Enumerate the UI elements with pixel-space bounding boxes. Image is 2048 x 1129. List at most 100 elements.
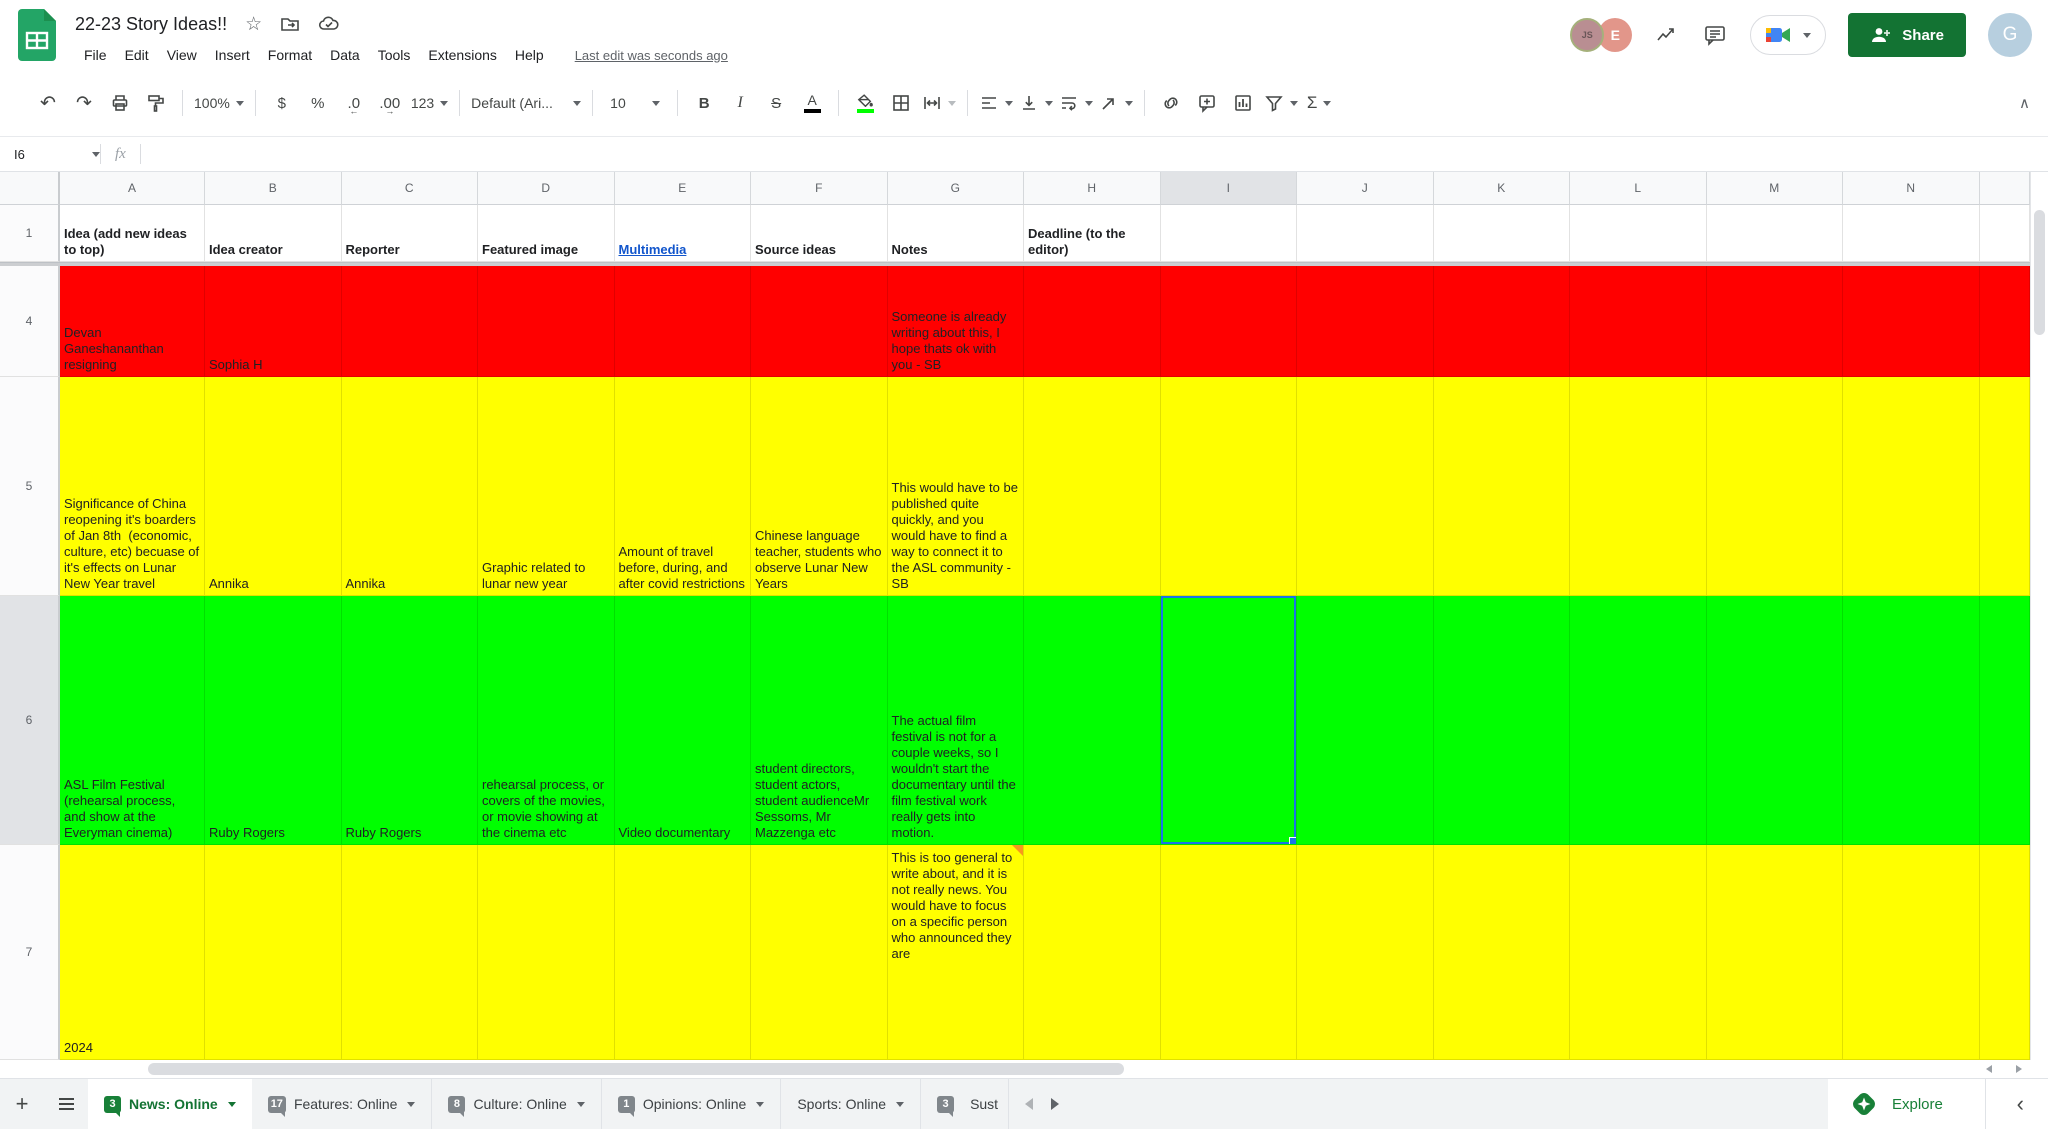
menu-extensions[interactable]: Extensions: [428, 47, 497, 63]
cell[interactable]: [1297, 205, 1434, 262]
cell-E6[interactable]: Video documentary: [614, 596, 751, 845]
column-header-B[interactable]: B: [205, 172, 342, 205]
comment-history-icon[interactable]: [1702, 23, 1728, 47]
tab-menu-caret-icon[interactable]: [896, 1101, 905, 1107]
cell[interactable]: [1160, 266, 1297, 377]
cell[interactable]: [205, 845, 342, 1060]
share-button[interactable]: Share: [1848, 13, 1966, 57]
cell[interactable]: [1297, 377, 1434, 596]
borders-button[interactable]: [886, 88, 916, 118]
column-header-K[interactable]: K: [1433, 172, 1570, 205]
cell[interactable]: [1570, 377, 1707, 596]
move-folder-icon[interactable]: [280, 14, 300, 34]
cell[interactable]: [1433, 845, 1570, 1060]
cell[interactable]: [1160, 845, 1297, 1060]
cell-G1[interactable]: Notes: [887, 205, 1024, 262]
cell[interactable]: [1297, 596, 1434, 845]
cell[interactable]: [614, 845, 751, 1060]
explore-button[interactable]: Explore: [1892, 1095, 1943, 1113]
italic-button[interactable]: I: [737, 94, 743, 111]
column-header-partial[interactable]: [1979, 172, 2030, 205]
sheet-tab-opinions-online[interactable]: 1 Opinions: Online: [602, 1079, 782, 1129]
column-header-L[interactable]: L: [1570, 172, 1707, 205]
meet-button[interactable]: [1750, 15, 1827, 55]
cell[interactable]: [1024, 266, 1161, 377]
column-header-H[interactable]: H: [1024, 172, 1161, 205]
cell-F1[interactable]: Source ideas: [751, 205, 888, 262]
text-rotation-dropdown[interactable]: [1099, 88, 1134, 118]
horizontal-align-dropdown[interactable]: [979, 88, 1014, 118]
cell-G4[interactable]: Someone is already writing about this, I…: [887, 266, 1024, 377]
percent-format-button[interactable]: %: [311, 94, 325, 112]
vertical-scrollbar[interactable]: [2030, 172, 2048, 1060]
print-button[interactable]: [105, 88, 135, 118]
cell[interactable]: [1570, 845, 1707, 1060]
column-header-M[interactable]: M: [1706, 172, 1843, 205]
cell-A1[interactable]: Idea (add new ideas to top): [60, 205, 205, 262]
undo-button[interactable]: ↶: [40, 92, 56, 114]
merge-cells-button[interactable]: [922, 88, 957, 118]
tab-menu-caret-icon[interactable]: [576, 1101, 585, 1107]
row-header-4[interactable]: 4: [0, 266, 60, 377]
sheet-tab-news-online[interactable]: 3 News: Online: [88, 1079, 252, 1129]
strikethrough-button[interactable]: S: [771, 94, 782, 112]
cell-C1[interactable]: Reporter: [341, 205, 478, 262]
cell[interactable]: [1570, 266, 1707, 377]
cell-A7[interactable]: 2024: [60, 845, 205, 1060]
functions-dropdown[interactable]: Σ: [1304, 88, 1334, 118]
cell[interactable]: [614, 266, 751, 377]
font-dropdown[interactable]: Default (Ari...: [471, 88, 582, 118]
cell-G5[interactable]: This would have to be published quite qu…: [887, 377, 1024, 596]
document-title[interactable]: 22-23 Story Ideas!!: [75, 13, 228, 34]
cell[interactable]: [1706, 266, 1843, 377]
cell-D5[interactable]: Graphic related to lunar new year: [478, 377, 615, 596]
menu-tools[interactable]: Tools: [377, 47, 411, 63]
text-wrap-dropdown[interactable]: [1059, 88, 1094, 118]
menu-view[interactable]: View: [166, 47, 197, 63]
cell-A5[interactable]: Significance of China reopening it's boa…: [60, 377, 205, 596]
column-header-N[interactable]: N: [1843, 172, 1980, 205]
vertical-align-dropdown[interactable]: [1019, 88, 1054, 118]
vertical-scroll-thumb[interactable]: [2034, 210, 2045, 335]
cell[interactable]: [751, 845, 888, 1060]
cell[interactable]: [1979, 596, 2030, 845]
menu-data[interactable]: Data: [330, 47, 360, 63]
activity-trend-icon[interactable]: [1654, 23, 1680, 47]
increase-decimals-button[interactable]: .00 →: [379, 94, 401, 117]
cell[interactable]: [1706, 845, 1843, 1060]
number-format-dropdown[interactable]: 123: [411, 88, 449, 118]
cell[interactable]: [1160, 377, 1297, 596]
cell-B6[interactable]: Ruby Rogers: [205, 596, 342, 845]
column-header-A[interactable]: A: [60, 172, 205, 205]
selected-cell-I6[interactable]: [1160, 596, 1297, 845]
cell[interactable]: [1706, 205, 1843, 262]
collapse-panel-chevron-icon[interactable]: ‹: [2016, 1091, 2024, 1116]
avatar[interactable]: JS: [1570, 18, 1605, 52]
scroll-right-icon[interactable]: [2016, 1065, 2022, 1073]
cell[interactable]: [341, 845, 478, 1060]
cell[interactable]: [1979, 845, 2030, 1060]
cell-F6[interactable]: student directors, student actors, stude…: [751, 596, 888, 845]
cell[interactable]: [478, 266, 615, 377]
insert-chart-button[interactable]: [1228, 88, 1258, 118]
sheet-tab-culture-online[interactable]: 8 Culture: Online: [432, 1079, 602, 1129]
cell[interactable]: [1433, 205, 1570, 262]
menu-help[interactable]: Help: [514, 47, 544, 63]
cell[interactable]: [1843, 205, 1980, 262]
cell[interactable]: [341, 266, 478, 377]
row-header-5[interactable]: 5: [0, 377, 60, 596]
cell[interactable]: [1979, 266, 2030, 377]
cell[interactable]: [1706, 596, 1843, 845]
fill-handle[interactable]: [1289, 837, 1297, 844]
menu-insert[interactable]: Insert: [214, 47, 250, 63]
collapse-toolbar-button[interactable]: ∧: [2019, 95, 2030, 112]
font-size-dropdown[interactable]: 10: [604, 88, 666, 118]
redo-button[interactable]: ↷: [76, 92, 92, 114]
cell-D1[interactable]: Featured image: [478, 205, 615, 262]
scroll-left-icon[interactable]: [1986, 1065, 1992, 1073]
cell[interactable]: [1706, 377, 1843, 596]
cell[interactable]: [1024, 377, 1161, 596]
sheet-tab-sustainability[interactable]: 3 Sust: [921, 1079, 1010, 1129]
fill-color-button[interactable]: [850, 88, 880, 118]
currency-format-button[interactable]: $: [277, 94, 286, 112]
